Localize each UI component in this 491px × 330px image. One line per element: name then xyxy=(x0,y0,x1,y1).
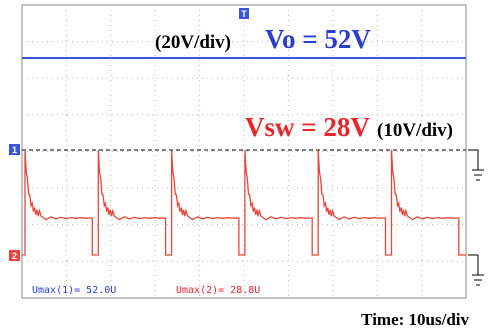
scope-screenshot: 1 2 T (20V/div) Vo = 52V Vsw = 28V (10V/… xyxy=(0,0,491,330)
measurement: Umax(1)= 52.0U xyxy=(32,285,116,296)
ground-symbol xyxy=(468,255,484,285)
screen xyxy=(22,5,466,298)
ch2-label: 2 xyxy=(12,251,17,261)
vsw-scale: (10V/div) xyxy=(377,120,453,141)
ch1-label: 1 xyxy=(12,145,17,155)
vo-scale: (20V/div) xyxy=(155,32,231,53)
trigger-label: T xyxy=(241,9,247,19)
time-scale: Time: 10us/div xyxy=(361,310,469,329)
vo-value: Vo = 52V xyxy=(265,24,371,54)
ground-symbol xyxy=(468,150,484,180)
measurement: Umax(2)= 28.8U xyxy=(176,285,260,296)
vsw-value: Vsw = 28V xyxy=(245,112,370,142)
page: 1 2 T (20V/div) Vo = 52V Vsw = 28V (10V/… xyxy=(0,0,491,330)
